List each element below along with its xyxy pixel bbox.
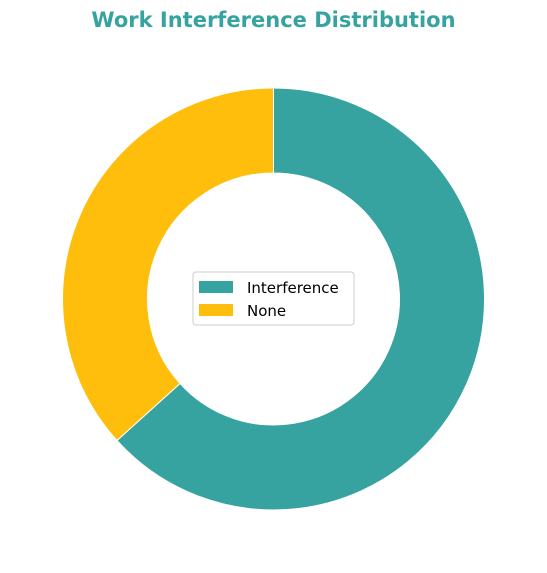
legend-label-none: None	[247, 302, 286, 320]
legend-swatch-interference	[199, 281, 233, 293]
slice-none	[62, 87, 274, 442]
legend-box	[192, 271, 355, 326]
legend: Interference None	[192, 271, 355, 326]
legend-label-interference: Interference	[247, 279, 339, 297]
donut-slices	[62, 87, 485, 511]
slice-interference	[116, 87, 485, 511]
chart-title: Work Interference Distribution	[91, 8, 456, 32]
legend-swatch-none	[199, 304, 233, 316]
